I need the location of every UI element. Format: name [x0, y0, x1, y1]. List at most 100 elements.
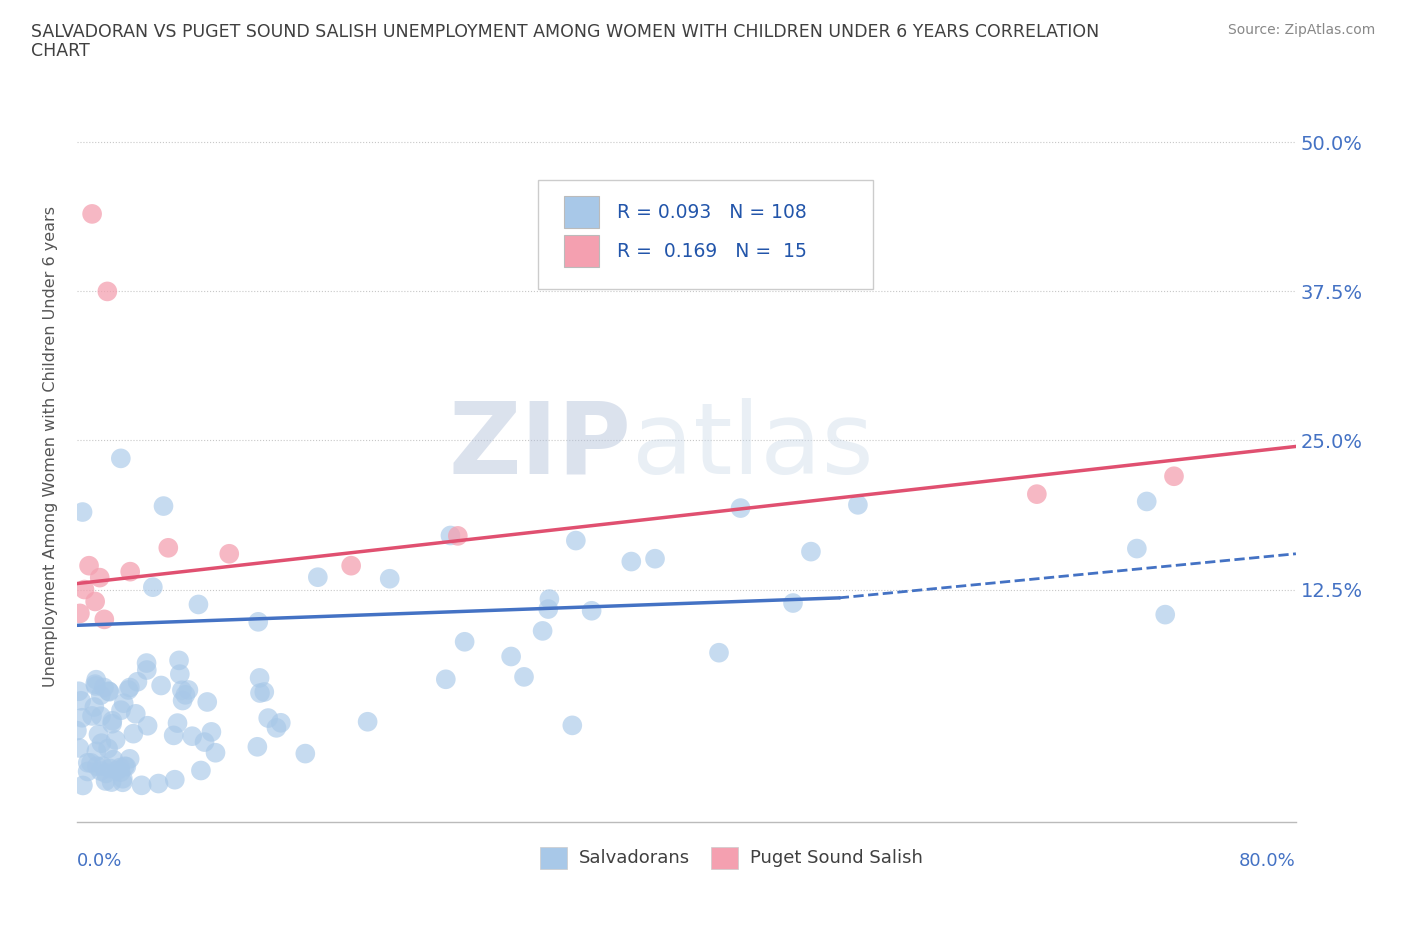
Point: [513, 670, 536, 684]
Point: [1025, 486, 1047, 501]
Point: [108, 760, 131, 775]
Point: [97, 741, 120, 756]
Point: [87, 727, 110, 742]
Point: [453, 634, 475, 649]
Point: [84, 679, 107, 694]
Point: [80, 709, 103, 724]
FancyBboxPatch shape: [711, 847, 738, 870]
Point: [200, 724, 222, 739]
Point: [93, 680, 115, 695]
Point: [67, 684, 90, 698]
Point: [110, 703, 132, 718]
Text: Source: ZipAtlas.com: Source: ZipAtlas.com: [1227, 23, 1375, 37]
Point: [195, 695, 218, 710]
Point: [434, 671, 457, 686]
Point: [84, 594, 107, 609]
Point: [782, 595, 804, 610]
Point: [538, 591, 561, 606]
Point: [73, 582, 96, 597]
Point: [91, 759, 114, 774]
Point: [84, 677, 107, 692]
Point: [111, 771, 134, 786]
Point: [307, 570, 329, 585]
Point: [115, 759, 138, 774]
Point: [72, 778, 94, 793]
FancyBboxPatch shape: [564, 196, 599, 228]
Point: [70, 711, 93, 725]
Point: [501, 649, 523, 664]
Point: [378, 571, 401, 586]
FancyBboxPatch shape: [564, 235, 599, 267]
Point: [104, 733, 127, 748]
Point: [439, 528, 461, 543]
Point: [80, 755, 103, 770]
Point: [537, 602, 560, 617]
Point: [86, 744, 108, 759]
Point: [118, 680, 141, 695]
Text: ZIP: ZIP: [449, 398, 631, 495]
Point: [127, 674, 149, 689]
FancyBboxPatch shape: [537, 179, 873, 288]
Point: [90, 687, 112, 702]
Point: [96, 284, 118, 299]
Point: [187, 597, 209, 612]
Point: [100, 775, 122, 790]
Point: [84, 672, 107, 687]
Point: [97, 684, 120, 698]
Point: [82, 206, 104, 221]
Point: [218, 546, 240, 561]
Point: [112, 696, 135, 711]
Point: [69, 606, 91, 621]
Point: [177, 683, 200, 698]
Point: [249, 671, 271, 685]
FancyBboxPatch shape: [540, 847, 567, 870]
Point: [730, 500, 752, 515]
Point: [135, 656, 157, 671]
Text: 0.0%: 0.0%: [77, 852, 122, 870]
Point: [101, 713, 124, 728]
Point: [172, 693, 194, 708]
Point: [561, 718, 583, 733]
Point: [150, 678, 173, 693]
Point: [93, 612, 115, 627]
Point: [167, 653, 190, 668]
Point: [447, 528, 470, 543]
Text: 80.0%: 80.0%: [1239, 852, 1296, 870]
Point: [846, 498, 869, 512]
Point: [169, 667, 191, 682]
Point: [190, 764, 212, 778]
Point: [94, 774, 117, 789]
Point: [204, 745, 226, 760]
Point: [157, 540, 180, 555]
Point: [193, 735, 215, 750]
Point: [565, 533, 588, 548]
Point: [163, 772, 186, 787]
Point: [531, 623, 554, 638]
Point: [181, 729, 204, 744]
Point: [114, 759, 136, 774]
Point: [98, 684, 121, 699]
Text: SALVADORAN VS PUGET SOUND SALISH UNEMPLOYMENT AMONG WOMEN WITH CHILDREN UNDER 6 : SALVADORAN VS PUGET SOUND SALISH UNEMPLO…: [31, 23, 1099, 41]
Point: [122, 726, 145, 741]
Point: [111, 775, 134, 790]
Point: [76, 755, 98, 770]
Text: atlas: atlas: [631, 398, 873, 495]
Point: [135, 662, 157, 677]
Point: [163, 728, 186, 743]
Point: [83, 699, 105, 714]
Point: [72, 505, 94, 520]
Point: [90, 736, 112, 751]
Point: [90, 764, 112, 778]
Point: [1136, 494, 1159, 509]
Point: [90, 709, 112, 724]
Point: [581, 604, 603, 618]
Point: [644, 551, 666, 566]
Point: [1126, 541, 1149, 556]
Point: [249, 685, 271, 700]
Point: [86, 759, 108, 774]
Point: [110, 764, 132, 779]
Text: Salvadorans: Salvadorans: [579, 849, 690, 867]
Point: [800, 544, 823, 559]
Point: [125, 707, 148, 722]
Point: [67, 740, 90, 755]
